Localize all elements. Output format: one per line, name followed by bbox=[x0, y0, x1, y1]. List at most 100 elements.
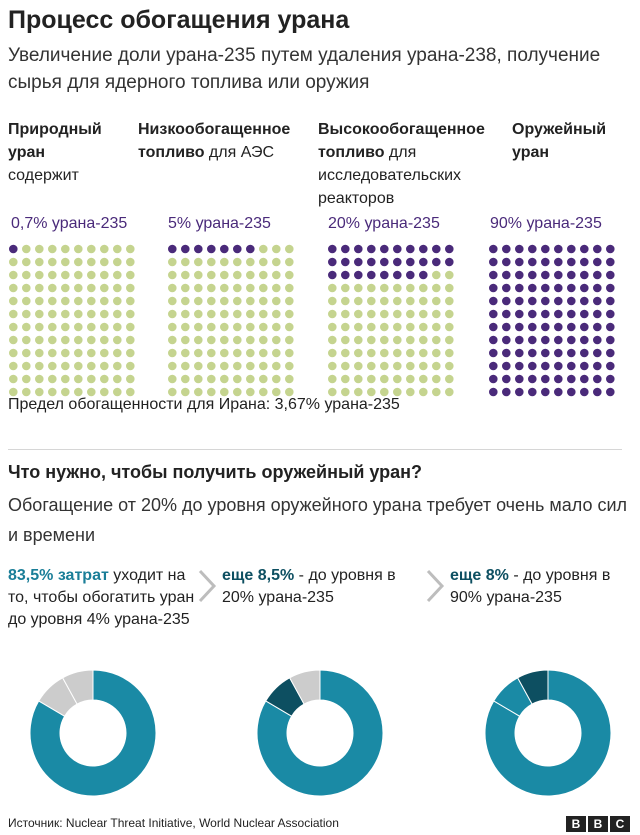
u238-dot bbox=[194, 361, 203, 371]
donut-slice-2 bbox=[38, 677, 78, 717]
u238-dot bbox=[48, 309, 57, 319]
step-2-body: - до уровня в 20% урана-235 bbox=[222, 567, 396, 606]
u238-dot bbox=[328, 348, 337, 358]
u238-dot bbox=[220, 283, 229, 293]
u238-dot bbox=[285, 322, 294, 332]
u238-dot bbox=[445, 387, 454, 397]
u238-dot bbox=[220, 296, 229, 306]
u238-dot bbox=[87, 335, 96, 345]
u238-dot bbox=[341, 387, 350, 397]
u238-dot bbox=[419, 309, 428, 319]
u235-dot bbox=[606, 387, 615, 397]
u238-dot bbox=[168, 348, 177, 358]
u238-dot bbox=[74, 283, 83, 293]
u238-dot bbox=[100, 309, 109, 319]
u238-dot bbox=[341, 335, 350, 345]
u238-dot bbox=[9, 348, 18, 358]
u235-dot bbox=[515, 348, 524, 358]
u238-dot bbox=[113, 335, 122, 345]
u235-dot bbox=[593, 348, 602, 358]
u235-dot bbox=[489, 361, 498, 371]
u235-dot bbox=[606, 283, 615, 293]
u238-dot bbox=[113, 322, 122, 332]
u238-dot bbox=[168, 296, 177, 306]
u238-dot bbox=[272, 309, 281, 319]
u238-dot bbox=[113, 270, 122, 280]
u235-dot bbox=[554, 296, 563, 306]
u238-dot bbox=[341, 296, 350, 306]
donut-slice-2 bbox=[265, 677, 305, 717]
u238-dot bbox=[100, 387, 109, 397]
u238-dot bbox=[393, 322, 402, 332]
u238-dot bbox=[406, 322, 415, 332]
u238-dot bbox=[393, 296, 402, 306]
u238-dot bbox=[285, 257, 294, 267]
u238-dot bbox=[432, 361, 441, 371]
column-header-rest: содержит bbox=[8, 167, 79, 184]
u235-dot bbox=[220, 244, 229, 254]
u238-dot bbox=[393, 283, 402, 293]
u238-dot bbox=[194, 387, 203, 397]
u238-dot bbox=[246, 257, 255, 267]
u235-dot bbox=[580, 309, 589, 319]
u238-dot bbox=[9, 322, 18, 332]
u235-dot bbox=[380, 244, 389, 254]
u238-dot bbox=[74, 270, 83, 280]
u238-dot bbox=[113, 374, 122, 384]
u238-dot bbox=[61, 374, 70, 384]
u238-dot bbox=[100, 348, 109, 358]
u238-dot bbox=[393, 387, 402, 397]
u238-dot bbox=[126, 283, 135, 293]
u238-dot bbox=[445, 348, 454, 358]
u238-dot bbox=[87, 387, 96, 397]
u235-dot bbox=[554, 335, 563, 345]
u238-dot bbox=[194, 296, 203, 306]
u238-dot bbox=[9, 387, 18, 397]
u238-dot bbox=[445, 374, 454, 384]
u235-dot bbox=[528, 309, 537, 319]
percent-label-natural: 0,7% урана-235 bbox=[11, 215, 128, 232]
u238-dot bbox=[22, 244, 31, 254]
u235-dot bbox=[528, 270, 537, 280]
u238-dot bbox=[48, 257, 57, 267]
u235-dot bbox=[528, 335, 537, 345]
u238-dot bbox=[328, 361, 337, 371]
u238-dot bbox=[35, 244, 44, 254]
u238-dot bbox=[406, 361, 415, 371]
u235-dot bbox=[380, 257, 389, 267]
u235-dot bbox=[580, 374, 589, 384]
u238-dot bbox=[168, 335, 177, 345]
u238-dot bbox=[246, 348, 255, 358]
u235-dot bbox=[515, 361, 524, 371]
u238-dot bbox=[113, 348, 122, 358]
u238-dot bbox=[328, 374, 337, 384]
u238-dot bbox=[126, 348, 135, 358]
u238-dot bbox=[432, 387, 441, 397]
u235-dot bbox=[367, 270, 376, 280]
u235-dot bbox=[406, 257, 415, 267]
u235-dot bbox=[489, 335, 498, 345]
u238-dot bbox=[406, 374, 415, 384]
u235-dot bbox=[354, 244, 363, 254]
u238-dot bbox=[61, 348, 70, 358]
u238-dot bbox=[9, 374, 18, 384]
u235-dot bbox=[528, 244, 537, 254]
u238-dot bbox=[74, 361, 83, 371]
u238-dot bbox=[207, 348, 216, 358]
u238-dot bbox=[445, 270, 454, 280]
u238-dot bbox=[380, 309, 389, 319]
u235-dot bbox=[593, 257, 602, 267]
step-1-highlight: 83,5% затрат bbox=[8, 567, 109, 584]
u235-dot bbox=[419, 257, 428, 267]
u238-dot bbox=[194, 322, 203, 332]
u238-dot bbox=[48, 244, 57, 254]
u238-dot bbox=[272, 244, 281, 254]
u238-dot bbox=[48, 283, 57, 293]
u238-dot bbox=[194, 374, 203, 384]
u235-dot bbox=[528, 322, 537, 332]
u238-dot bbox=[432, 374, 441, 384]
u238-dot bbox=[181, 283, 190, 293]
u235-dot bbox=[554, 283, 563, 293]
u238-dot bbox=[87, 257, 96, 267]
u238-dot bbox=[233, 387, 242, 397]
